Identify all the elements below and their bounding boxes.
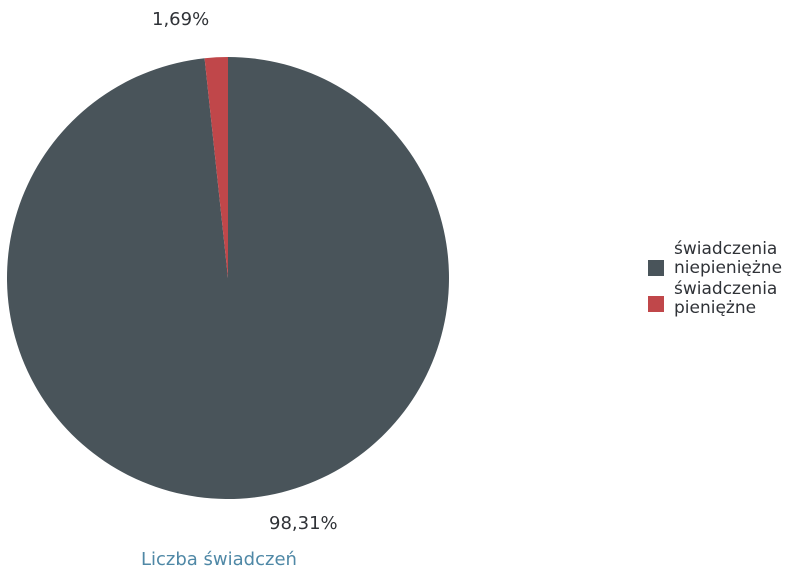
legend-item-cash-benefits: świadczenia pieniężne	[648, 280, 798, 318]
legend-label-cash-benefits: świadczenia pieniężne	[674, 279, 778, 318]
chart-title: Liczba świadczeń	[141, 549, 297, 570]
legend-swatch-noncash-benefits	[648, 260, 664, 276]
data-label-noncash-benefits: 98,31%	[269, 513, 338, 534]
legend-label-noncash-benefits: świadczenia niepieniężne	[674, 239, 783, 278]
pie-slice-cash-benefits	[204, 57, 228, 278]
pie-slice-noncash-benefits	[7, 57, 450, 500]
legend: świadczenia niepieniężne świadczenia pie…	[648, 240, 798, 320]
legend-item-noncash-benefits: świadczenia niepieniężne	[648, 240, 798, 278]
data-label-cash-benefits: 1,69%	[152, 9, 210, 30]
legend-swatch-cash-benefits	[648, 296, 664, 312]
